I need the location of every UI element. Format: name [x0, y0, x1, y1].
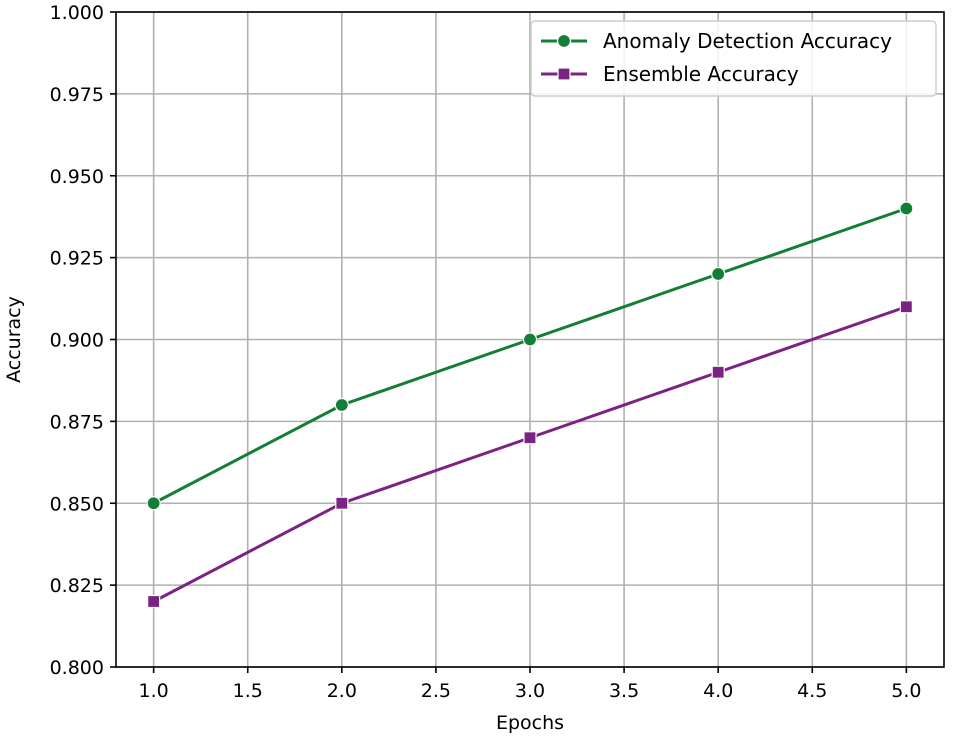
y-tick-label: 0.925	[50, 248, 104, 270]
legend-marker	[556, 33, 572, 49]
legend-item: Anomaly Detection Accuracy	[541, 29, 892, 53]
legend-marker	[557, 67, 571, 81]
x-tick-label: 2.5	[421, 680, 451, 702]
data-point	[335, 496, 349, 510]
x-tick-label: 3.5	[609, 680, 639, 702]
y-tick-label: 0.900	[50, 330, 104, 352]
y-axis-label: Accuracy	[3, 296, 25, 383]
legend-item: Ensemble Accuracy	[541, 62, 799, 86]
x-tick-label: 4.5	[797, 680, 827, 702]
data-point	[711, 266, 726, 282]
legend-box	[530, 20, 937, 97]
y-tick-label: 0.950	[50, 166, 104, 188]
data-point	[899, 300, 913, 314]
data-point	[523, 431, 537, 445]
y-tick-label: 0.850	[50, 493, 104, 515]
x-axis-label: Epochs	[496, 712, 564, 734]
data-point	[146, 496, 161, 511]
x-tick-label: 3.0	[515, 680, 545, 702]
data-point	[147, 594, 161, 609]
plot-frame	[115, 11, 945, 668]
x-tick-label: 1.0	[139, 680, 169, 702]
x-tick-label: 1.5	[233, 680, 263, 702]
series-2	[147, 300, 913, 609]
x-tick-label: 5.0	[891, 680, 921, 702]
data-point	[334, 397, 349, 413]
y-tick-label: 0.975	[50, 84, 104, 106]
series-1	[146, 201, 914, 511]
data-point	[522, 332, 538, 347]
data-point	[899, 201, 914, 216]
y-tick-label: 0.800	[50, 657, 104, 679]
data-point	[711, 365, 725, 379]
x-axis-ticks: 1.0 1.5 2.0 2.5 3.0 3.5 4.0 4.5 5.0	[139, 667, 921, 702]
y-axis-ticks: 0.800 0.825 0.850 0.875 0.900 0.925 0.950 0.975…	[50, 2, 116, 679]
y-tick-label: 0.875	[50, 411, 104, 433]
y-tick-label: 0.825	[50, 575, 104, 597]
legend: Anomaly Detection Accuracy Ensemble Accur…	[530, 20, 937, 97]
legend-label: Ensemble Accuracy	[603, 62, 799, 86]
plot-series	[146, 201, 914, 609]
x-tick-label: 2.0	[327, 680, 357, 702]
legend-label: Anomaly Detection Accuracy	[603, 29, 892, 53]
x-tick-label: 4.0	[703, 680, 733, 702]
y-tick-label: 1.000	[50, 2, 104, 24]
